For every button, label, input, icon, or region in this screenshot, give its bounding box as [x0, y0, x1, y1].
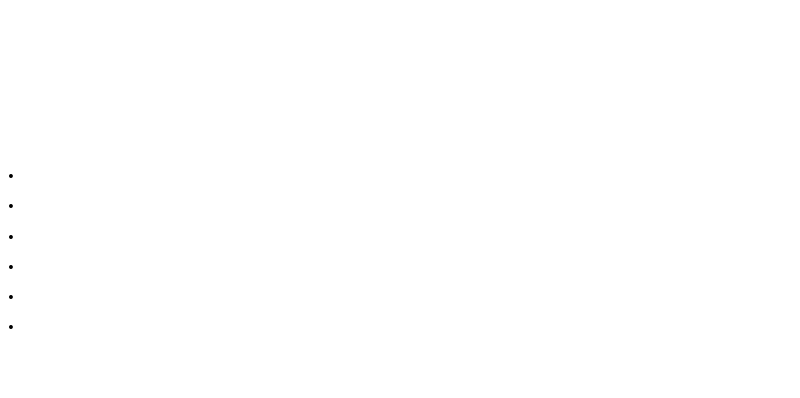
- Text: achievement was measured using GPA scores. The following descriptive statistics : achievement was measured using GPA score…: [11, 125, 743, 138]
- Text: •: •: [7, 292, 15, 305]
- Text: •: •: [7, 171, 15, 184]
- Text: Mean GPA for low SES students: 2.8: Mean GPA for low SES students: 2.8: [22, 171, 291, 184]
- Text: Standard deviation of GPA for high SES students: 0.2: Standard deviation of GPA for high SES s…: [23, 322, 422, 336]
- Text: Standard deviation of GPA for medium SES students: 0.3: Standard deviation of GPA for medium SES…: [24, 262, 450, 275]
- Text: Mean GPA for medium SES students: 3.5: Mean GPA for medium SES students: 3.5: [22, 232, 326, 245]
- Text: •: •: [7, 232, 15, 245]
- Text: •: •: [7, 322, 15, 336]
- Text: In a study examining the relationship between socioeconomic status (SES) and aca: In a study examining the relationship be…: [11, 19, 680, 32]
- Text: a) Calculate the coefficient of variation for each SES group and interpret the r: a) Calculate the coefficient of variatio…: [9, 370, 646, 383]
- Text: Standard deviation of GPA for low SES students: 0.5: Standard deviation of GPA for low SES st…: [23, 201, 415, 215]
- Text: varying SES backgrounds. The SES was categorized into low, medium, and high. The: varying SES backgrounds. The SES was cat…: [11, 90, 721, 103]
- Text: Mean GPA for high SES students: 4.0: Mean GPA for high SES students: 4.0: [22, 292, 298, 305]
- Text: achievement among high school students, the researchers collected data on 500 st: achievement among high school students, …: [11, 54, 728, 67]
- Text: •: •: [7, 262, 15, 275]
- Text: •: •: [7, 201, 15, 215]
